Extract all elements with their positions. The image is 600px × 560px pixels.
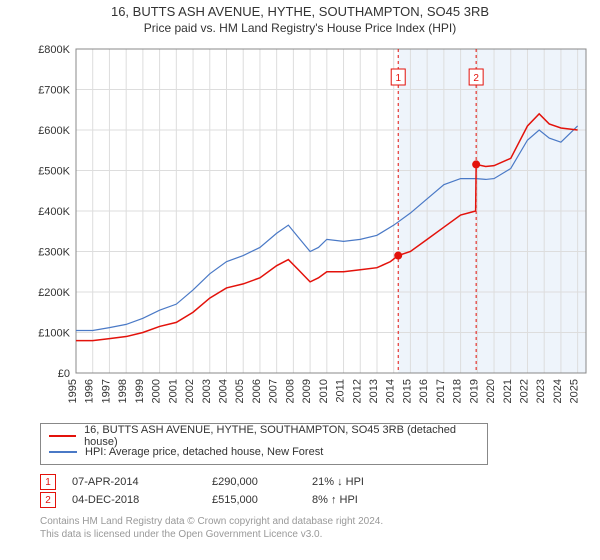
svg-text:2016: 2016 [418, 379, 430, 403]
svg-text:£200K: £200K [38, 287, 70, 299]
sale-price: £515,000 [212, 494, 312, 506]
legend-swatch [49, 435, 76, 437]
svg-text:2009: 2009 [301, 379, 313, 403]
svg-text:2000: 2000 [151, 379, 163, 403]
title-block: 16, BUTTS ASH AVENUE, HYTHE, SOUTHAMPTON… [0, 0, 600, 35]
svg-text:2003: 2003 [201, 379, 213, 403]
sale-price: £290,000 [212, 476, 312, 488]
sale-date: 07-APR-2014 [72, 476, 212, 488]
svg-text:2001: 2001 [167, 379, 179, 403]
chart: £0 £100K £200K £300K £400K £500K £600K £700K £80… [30, 43, 590, 413]
sale-date: 04-DEC-2018 [72, 494, 212, 506]
chart-subtitle: Price paid vs. HM Land Registry's House … [0, 21, 600, 35]
svg-text:£100K: £100K [38, 328, 70, 340]
svg-text:£500K: £500K [38, 166, 70, 178]
svg-text:2002: 2002 [184, 379, 196, 403]
svg-text:£0: £0 [58, 368, 70, 380]
svg-text:1999: 1999 [134, 379, 146, 403]
legend-label: HPI: Average price, detached house, New … [85, 446, 323, 458]
svg-text:2025: 2025 [569, 379, 581, 403]
sale-marker-num: 2 [45, 495, 51, 506]
svg-text:£400K: £400K [38, 206, 70, 218]
svg-text:2022: 2022 [518, 379, 530, 403]
svg-text:2: 2 [473, 73, 479, 84]
chart-svg: £0 £100K £200K £300K £400K £500K £600K £700K £80… [30, 43, 590, 413]
sale-diff: 21% ↓ HPI [312, 476, 432, 488]
svg-text:2005: 2005 [234, 379, 246, 403]
svg-text:1998: 1998 [117, 379, 129, 403]
svg-text:2019: 2019 [468, 379, 480, 403]
svg-text:£600K: £600K [38, 125, 70, 137]
svg-text:2006: 2006 [251, 379, 263, 403]
svg-text:2011: 2011 [335, 379, 347, 403]
sale-diff: 8% ↑ HPI [312, 494, 432, 506]
footnote-line: Contains HM Land Registry data © Crown c… [40, 515, 580, 528]
sale-row: 1 07-APR-2014 £290,000 21% ↓ HPI [40, 473, 580, 491]
footnote-line: This data is licensed under the Open Gov… [40, 528, 580, 541]
footnote: Contains HM Land Registry data © Crown c… [40, 515, 580, 541]
svg-text:2014: 2014 [385, 379, 397, 403]
svg-text:1: 1 [395, 73, 401, 84]
svg-text:£800K: £800K [38, 44, 70, 56]
svg-text:2017: 2017 [435, 379, 447, 403]
svg-text:2024: 2024 [552, 379, 564, 403]
svg-text:1996: 1996 [84, 379, 96, 403]
svg-text:2010: 2010 [318, 379, 330, 403]
legend-label: 16, BUTTS ASH AVENUE, HYTHE, SOUTHAMPTON… [84, 424, 479, 448]
svg-text:2015: 2015 [401, 379, 413, 403]
svg-text:2021: 2021 [502, 379, 514, 403]
sale-marker: 2 [40, 492, 56, 508]
svg-text:£300K: £300K [38, 247, 70, 259]
svg-text:2013: 2013 [368, 379, 380, 403]
svg-text:2018: 2018 [452, 379, 464, 403]
svg-text:1997: 1997 [100, 379, 112, 403]
chart-title: 16, BUTTS ASH AVENUE, HYTHE, SOUTHAMPTON… [0, 4, 600, 19]
sale-row: 2 04-DEC-2018 £515,000 8% ↑ HPI [40, 491, 580, 509]
sale-marker: 1 [40, 474, 56, 490]
svg-text:2004: 2004 [217, 379, 229, 403]
svg-text:2008: 2008 [284, 379, 296, 403]
sales-table: 1 07-APR-2014 £290,000 21% ↓ HPI 2 04-DE… [40, 473, 580, 509]
svg-text:2012: 2012 [351, 379, 363, 403]
svg-text:1995: 1995 [67, 379, 79, 403]
legend-item: 16, BUTTS ASH AVENUE, HYTHE, SOUTHAMPTON… [49, 428, 479, 444]
legend: 16, BUTTS ASH AVENUE, HYTHE, SOUTHAMPTON… [40, 423, 488, 465]
svg-text:£700K: £700K [38, 85, 70, 97]
svg-text:2020: 2020 [485, 379, 497, 403]
sale-marker-num: 1 [45, 477, 51, 488]
svg-text:2023: 2023 [535, 379, 547, 403]
page: 16, BUTTS ASH AVENUE, HYTHE, SOUTHAMPTON… [0, 0, 600, 541]
legend-swatch [49, 451, 77, 453]
svg-text:2007: 2007 [268, 379, 280, 403]
